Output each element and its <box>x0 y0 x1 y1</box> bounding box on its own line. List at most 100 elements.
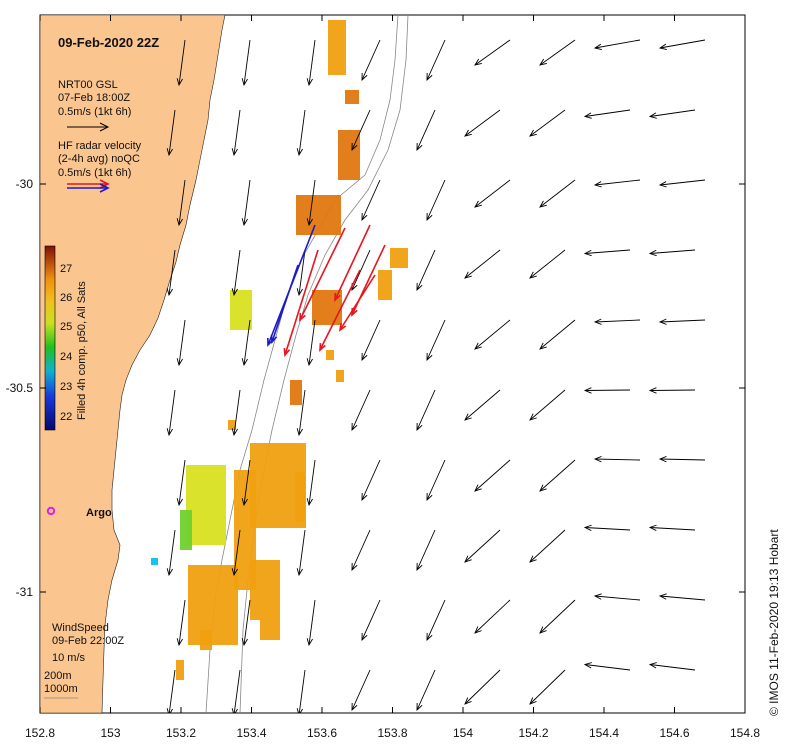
sst-pixel-block <box>338 130 360 180</box>
current-arrow <box>351 529 371 572</box>
colorbar-tick: 26 <box>60 292 72 304</box>
current-arrow <box>270 264 299 344</box>
map-title: 09-Feb-2020 22Z <box>58 35 159 50</box>
current-arrow <box>166 249 176 297</box>
sst-pixel-block <box>295 472 305 522</box>
x-axis-label: 153.2 <box>166 726 196 740</box>
current-arrow <box>306 599 316 647</box>
current-arrow <box>464 669 501 705</box>
current-arrow <box>306 179 316 227</box>
model-legend-line2: 07-Feb 18:00Z <box>58 92 130 104</box>
current-arrow <box>464 529 501 563</box>
current-arrow <box>296 669 306 713</box>
current-arrow <box>583 109 631 119</box>
colorbar-tick: 23 <box>60 381 72 393</box>
sst-pixels <box>176 20 408 680</box>
current-arrow <box>416 249 436 292</box>
current-arrow <box>166 109 176 157</box>
wind-legend-line3: 10 m/s <box>52 652 86 664</box>
sst-pixel-block <box>228 420 236 430</box>
current-arrow <box>583 249 631 257</box>
depth-legend-1000m: 1000m <box>44 683 78 695</box>
current-arrow <box>351 669 371 712</box>
colorbar-tick: 24 <box>60 351 72 363</box>
model-legend-line1: NRT00 GSL <box>58 79 118 91</box>
current-arrow <box>361 319 381 362</box>
current-arrow <box>231 109 241 157</box>
current-arrow <box>474 459 511 492</box>
current-arrow <box>529 529 566 563</box>
current-arrow <box>306 459 316 507</box>
depth-legend-200m: 200m <box>44 670 72 682</box>
sst-pixel-block <box>260 620 280 640</box>
current-arrow <box>426 319 446 362</box>
current-arrow <box>231 249 241 297</box>
current-arrow <box>583 662 631 671</box>
sst-pixel-block <box>180 510 192 550</box>
sst-pixel-block <box>200 630 212 650</box>
current-arrow <box>529 389 566 421</box>
current-arrow <box>416 389 436 432</box>
x-axis-label: 154 <box>453 726 473 740</box>
current-arrow <box>231 669 241 713</box>
current-arrow <box>529 109 566 137</box>
current-arrow <box>583 524 631 531</box>
wind-legend-line1: WindSpeed <box>52 622 109 634</box>
current-arrow <box>241 179 251 227</box>
current-arrow <box>166 529 176 577</box>
current-arrow <box>296 529 306 577</box>
sst-pixel-block <box>345 90 359 104</box>
current-arrow <box>361 39 381 82</box>
current-arrow <box>464 109 501 137</box>
current-arrow <box>241 319 251 367</box>
sst-pixel-block <box>336 370 344 382</box>
axis-ticks <box>39 15 746 713</box>
current-arrow <box>648 387 696 394</box>
sst-pixel-block <box>188 565 238 645</box>
current-arrow <box>361 179 381 222</box>
current-arrow <box>593 318 641 325</box>
current-arrow <box>296 389 306 437</box>
current-arrow <box>416 109 436 152</box>
current-arrow <box>416 529 436 572</box>
sst-pixel-block <box>290 380 302 405</box>
current-arrow <box>306 319 316 367</box>
y-axis-label: -31 <box>16 585 34 599</box>
current-arrow <box>474 179 511 208</box>
current-arrow <box>338 274 376 332</box>
current-arrow <box>351 109 371 152</box>
current-arrow <box>361 459 381 502</box>
sst-pixel-block <box>250 560 280 620</box>
x-axis-label: 154.2 <box>518 726 548 740</box>
current-arrow <box>299 227 346 322</box>
current-arrow <box>648 109 696 119</box>
y-axis-label: -30.5 <box>6 381 34 395</box>
current-arrow <box>166 389 176 437</box>
current-arrow <box>474 319 511 350</box>
current-arrow <box>176 179 186 227</box>
sst-pixel-block <box>186 465 226 545</box>
argo-label: Argo <box>86 507 112 519</box>
buoy-marker <box>151 558 158 565</box>
current-arrow <box>464 249 501 279</box>
current-arrow <box>351 389 371 432</box>
colorbar-tick: 27 <box>60 263 72 275</box>
colorbar-label: Filled 4h comp. p50, All Sats <box>76 281 88 420</box>
current-arrow <box>583 387 631 394</box>
sst-pixel-block <box>390 248 408 268</box>
current-arrow <box>464 389 501 421</box>
x-axis-labels: 152.8 153 153.2 153.4 153.6 153.8 154 154.2 154.… <box>25 726 760 740</box>
current-arrow <box>241 599 251 647</box>
x-axis-label: 153.4 <box>236 726 266 740</box>
hf-radar-arrows <box>267 224 386 357</box>
current-arrow <box>593 455 641 463</box>
credit-text: © IMOS 11-Feb-2020 19:13 Hobart <box>767 529 781 716</box>
sst-pixel-block <box>230 290 252 330</box>
current-arrow <box>529 669 566 705</box>
current-arrow <box>474 39 511 66</box>
current-arrow <box>658 39 706 50</box>
current-arrow <box>241 39 251 87</box>
current-arrow <box>306 39 316 87</box>
coastline-land <box>40 15 226 713</box>
